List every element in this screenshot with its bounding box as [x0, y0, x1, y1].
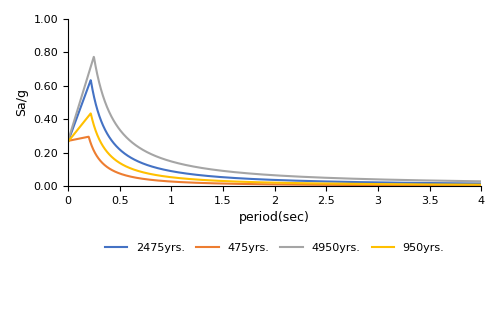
- 475yrs.: [391, 183, 397, 187]
- 950yrs.: [266, 180, 272, 184]
- 2475yrs.: [466, 181, 472, 185]
- 950yrs.: [256, 180, 262, 184]
- 475yrs.: [86, 135, 91, 139]
- 4950yrs.: [256, 172, 262, 176]
- Y-axis label: Sa/g: Sa/g: [15, 89, 28, 116]
- 475yrs.: [266, 182, 272, 186]
- 475yrs.: [466, 183, 472, 187]
- 2475yrs.: [466, 181, 472, 185]
- 475yrs.: [478, 183, 484, 187]
- Legend: 2475yrs., 475yrs., 4950yrs., 950yrs.: 2475yrs., 475yrs., 4950yrs., 950yrs.: [100, 238, 449, 257]
- 475yrs.: [256, 182, 262, 186]
- 4950yrs.: [65, 139, 71, 143]
- Line: 4950yrs.: 4950yrs.: [68, 57, 482, 181]
- 4950yrs.: [86, 70, 92, 74]
- 4950yrs.: [478, 180, 484, 183]
- 950yrs.: [86, 113, 92, 117]
- 2475yrs.: [256, 177, 262, 181]
- Line: 2475yrs.: 2475yrs.: [68, 80, 482, 184]
- 4950yrs.: [466, 179, 472, 183]
- 4950yrs.: [391, 178, 397, 182]
- 2475yrs.: [86, 82, 92, 86]
- 4950yrs.: [466, 179, 472, 183]
- 475yrs.: [86, 137, 92, 141]
- Line: 950yrs.: 950yrs.: [68, 114, 482, 185]
- Line: 475yrs.: 475yrs.: [68, 137, 482, 185]
- 950yrs.: [88, 112, 94, 116]
- 2475yrs.: [391, 181, 397, 185]
- 2475yrs.: [478, 182, 484, 186]
- 950yrs.: [466, 183, 472, 187]
- 4950yrs.: [91, 55, 97, 59]
- X-axis label: period(sec): period(sec): [240, 211, 310, 224]
- 950yrs.: [391, 182, 397, 186]
- 2475yrs.: [65, 140, 71, 144]
- 475yrs.: [65, 139, 71, 143]
- 950yrs.: [478, 183, 484, 187]
- 2475yrs.: [266, 178, 272, 182]
- 950yrs.: [65, 140, 71, 144]
- 950yrs.: [466, 183, 472, 187]
- 2475yrs.: [88, 78, 94, 82]
- 475yrs.: [466, 183, 472, 187]
- 4950yrs.: [266, 173, 272, 177]
